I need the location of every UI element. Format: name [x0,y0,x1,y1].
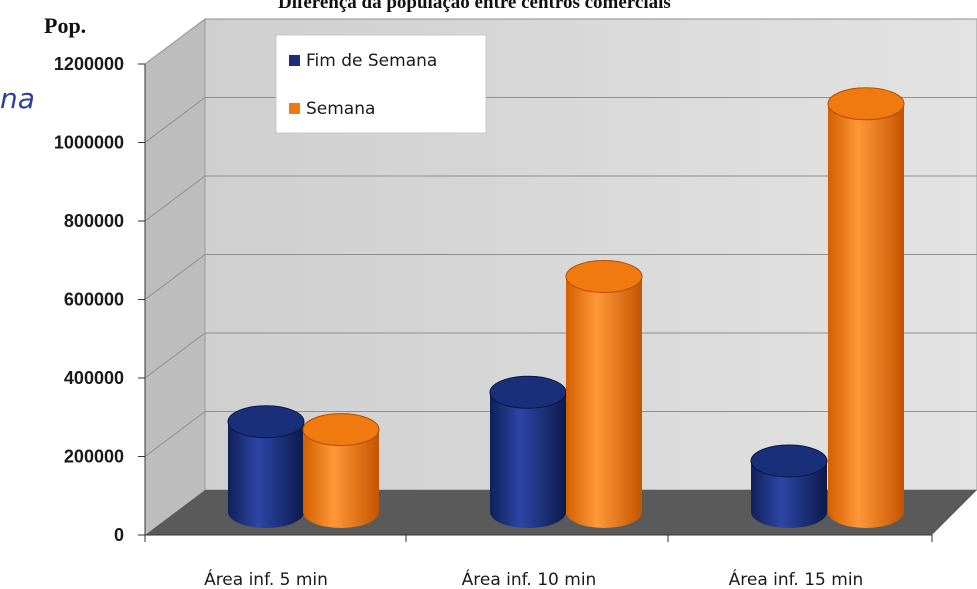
gridline-side [144,97,206,143]
legend-item: Fim de Semana [289,51,437,71]
gridline-side [144,332,206,379]
bar-body [751,460,827,528]
bar [565,260,643,528]
bar [827,87,905,529]
bar-top [750,444,828,478]
legend-swatch [289,103,300,114]
bar [302,413,380,528]
bar-top [227,405,305,439]
bar [489,375,567,528]
y-tick-label: 1000000 [54,133,124,153]
overlay-fragment-text: na [0,82,35,115]
bar [227,405,305,528]
gridline-side [144,18,206,65]
x-tick-label: Área inf. 15 min [729,568,864,589]
chart-title: Diferença da população entre centros com… [278,0,671,13]
x-axis-ticks: Área inf. 5 min Área inf. 10 min Área inf.… [144,535,933,589]
y-tick-label: 800000 [64,211,124,231]
y-tick-label: 200000 [64,447,124,467]
legend-label: Semana [306,99,375,119]
bar-body [490,392,566,528]
y-axis-ticks: 0 200000 400000 600000 800000 1000000 1200000 [54,54,145,545]
bar-body [566,276,642,528]
legend-box [275,34,487,134]
bar-body [228,421,304,528]
legend-swatch [289,55,300,66]
bar-top [827,87,905,121]
bar-top [302,413,380,447]
x-tick-label: Área inf. 10 min [462,568,597,589]
y-tick-label: 400000 [64,368,124,388]
y-tick-label: 600000 [64,290,124,310]
gridline-side [144,411,206,457]
bar-body [303,429,379,528]
bar-top [489,375,567,409]
gridline-side [144,254,206,300]
y-tick-label: 0 [114,525,124,545]
bar-top [565,260,643,293]
bar-body [828,103,904,529]
legend: Fim de Semana Semana [275,34,487,134]
x-tick-label: Área inf. 5 min [204,568,328,589]
gridline-side [144,175,206,222]
y-axis-title: Pop. [44,13,86,38]
bars [227,87,905,529]
y-tick-label: 1200000 [54,54,124,74]
bar [750,444,828,528]
legend-label: Fim de Semana [306,51,437,71]
legend-item: Semana [289,99,375,119]
